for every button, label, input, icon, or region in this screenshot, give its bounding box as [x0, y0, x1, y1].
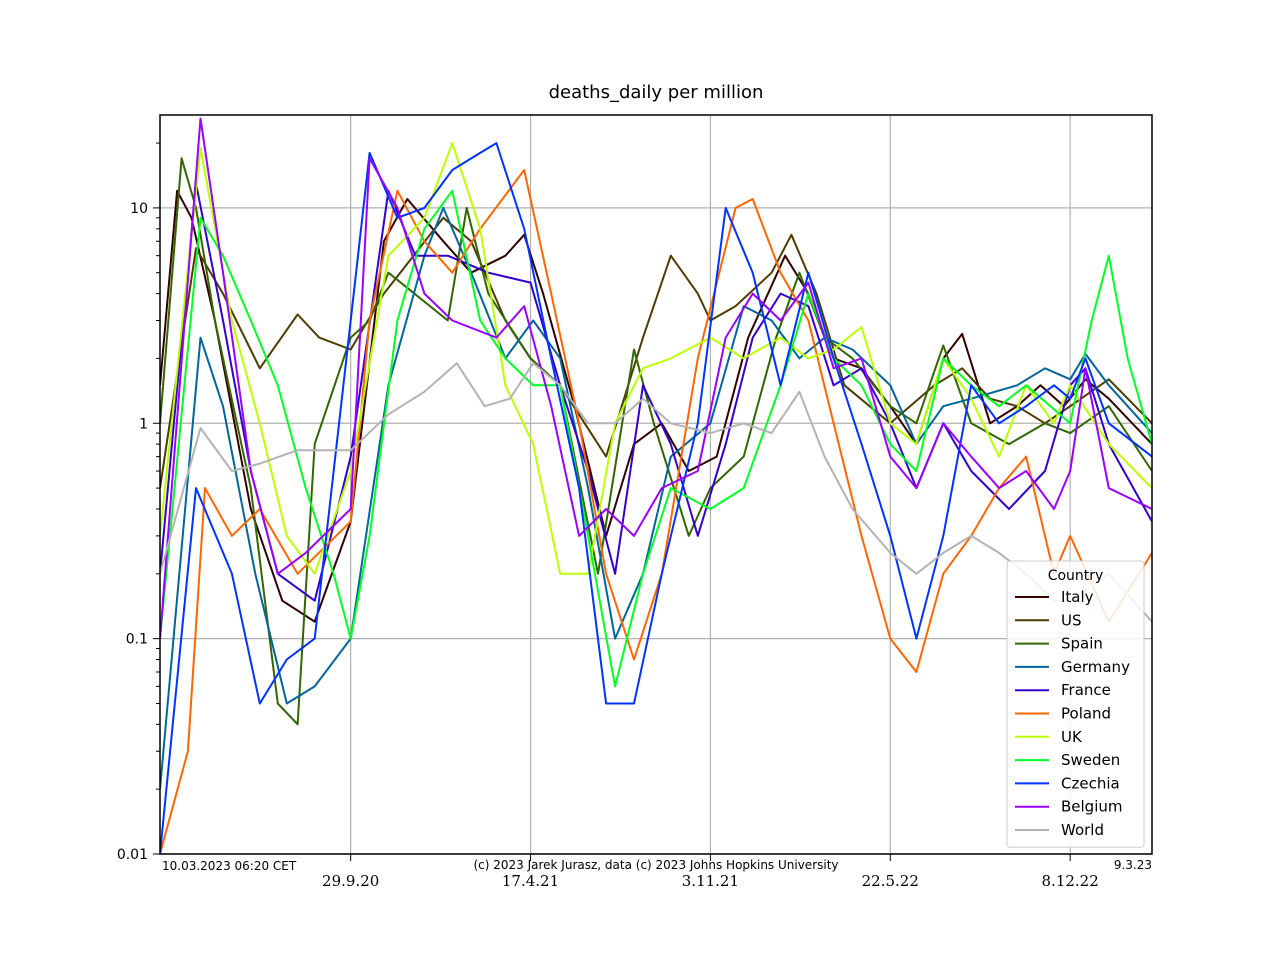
series-line-belgium — [160, 117, 1152, 639]
y-tick-label: 1 — [139, 416, 148, 432]
series-line-czechia — [160, 142, 1152, 854]
x-tick-label: 8.12.22 — [1042, 872, 1099, 890]
x-end-label: 9.3.23 — [1114, 858, 1152, 872]
legend-box — [1006, 560, 1145, 848]
legend-label-czechia: Czechia — [1061, 774, 1120, 792]
axes: 0.01 0.1 1 10 29.9.20 17.4.21 3.11.21 22.5.22 8.… — [117, 142, 1099, 890]
legend-label-poland: Poland — [1061, 705, 1111, 723]
x-tick-label: 17.4.21 — [502, 872, 559, 890]
timestamp-label: 10.03.2023 06:20 CET — [162, 859, 297, 873]
plot-frame — [159, 114, 1153, 855]
legend-label-italy: Italy — [1061, 588, 1094, 606]
x-tick-label: 29.9.20 — [322, 872, 379, 890]
legend-label-us: US — [1061, 611, 1082, 629]
legend-label-germany: Germany — [1061, 658, 1130, 676]
y-tick-label: 10 — [130, 201, 148, 217]
x-tick-label: 3.11.21 — [682, 872, 739, 890]
series-line-uk — [160, 142, 1152, 575]
series-line-world — [160, 362, 1152, 623]
series-line-france — [160, 182, 1152, 602]
y-tick-label: 0.01 — [117, 847, 148, 863]
legend-title: Country — [1048, 568, 1104, 584]
legend-label-belgium: Belgium — [1061, 798, 1123, 816]
legend-label-world: World — [1061, 821, 1104, 839]
legend-label-spain: Spain — [1061, 635, 1103, 653]
y-tick-label: 0.1 — [126, 632, 148, 648]
legend: Country Italy US Spain Germany France Poland UK… — [1006, 560, 1145, 848]
copyright-label: (c) 2023 Jarek Jurasz, data (c) 2023 Joh… — [473, 858, 838, 872]
legend-label-france: France — [1061, 681, 1111, 699]
chart-title: deaths_daily per million — [549, 82, 764, 103]
legend-label-uk: UK — [1061, 728, 1083, 746]
x-tick-label: 22.5.22 — [862, 872, 919, 890]
legend-label-sweden: Sweden — [1061, 751, 1120, 769]
series-layer — [160, 117, 1152, 854]
series-line-sweden — [160, 189, 1152, 688]
series-line-germany — [160, 206, 1152, 790]
